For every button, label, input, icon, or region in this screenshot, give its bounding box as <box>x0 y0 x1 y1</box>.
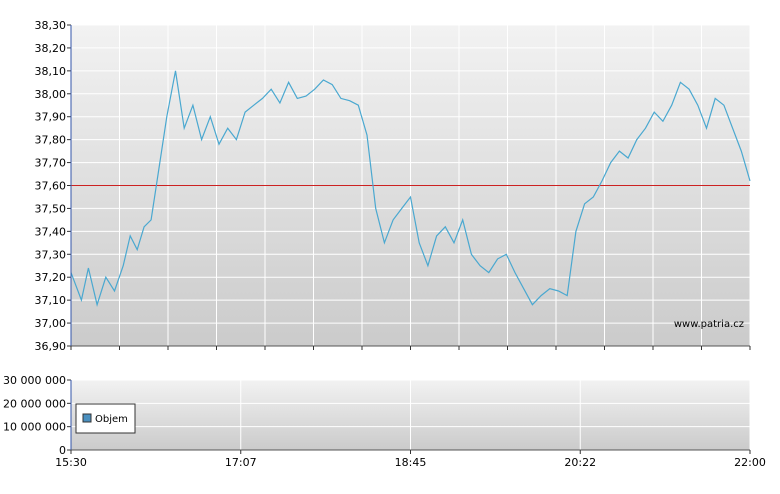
price-y-tick-label: 37,40 <box>35 225 67 238</box>
price-y-tick-label: 36,90 <box>35 340 67 353</box>
price-y-tick-label: 37,50 <box>35 202 67 215</box>
x-tick-label: 20:22 <box>564 456 596 469</box>
price-y-axis: 38,30 38,20 38,10 38,00 37,90 37,80 37,70 37,60… <box>35 19 71 353</box>
volume-y-tick-label: 30 000 000 <box>3 374 66 387</box>
volume-y-tick-label: 0 <box>59 444 66 457</box>
x-tick-label: 22:00 <box>734 456 766 469</box>
price-y-tick-label: 37,90 <box>35 111 67 124</box>
price-y-tick-label: 37,30 <box>35 248 67 261</box>
volume-y-tick-label: 10 000 000 <box>3 421 66 434</box>
volume-y-axis: 30 000 000 20 000 000 10 000 000 0 <box>3 374 71 457</box>
price-y-tick-label: 38,20 <box>35 42 67 55</box>
volume-x-axis: 15:30 17:07 18:45 20:22 22:00 <box>55 450 766 469</box>
price-y-tick-label: 38,30 <box>35 19 67 32</box>
price-y-tick-label: 37,10 <box>35 294 67 307</box>
volume-legend: Objem <box>75 403 136 434</box>
price-y-tick-label: 38,10 <box>35 65 67 78</box>
legend-swatch <box>82 413 92 423</box>
price-y-tick-label: 37,20 <box>35 271 67 284</box>
x-tick-label: 17:07 <box>225 456 257 469</box>
price-y-tick-label: 38,00 <box>35 88 67 101</box>
price-series-line <box>70 70 751 307</box>
price-y-tick-label: 37,00 <box>35 317 67 330</box>
price-y-tick-label: 37,70 <box>35 157 67 170</box>
watermark: www.patria.cz <box>674 319 744 330</box>
price-x-ticks <box>70 346 751 350</box>
x-tick-label: 18:45 <box>395 456 427 469</box>
volume-y-tick-label: 20 000 000 <box>3 397 66 410</box>
x-tick-label: 15:30 <box>55 456 87 469</box>
price-y-tick-label: 37,80 <box>35 134 67 147</box>
legend-label-objem: Objem <box>95 414 128 425</box>
price-y-tick-label: 37,60 <box>35 180 67 193</box>
